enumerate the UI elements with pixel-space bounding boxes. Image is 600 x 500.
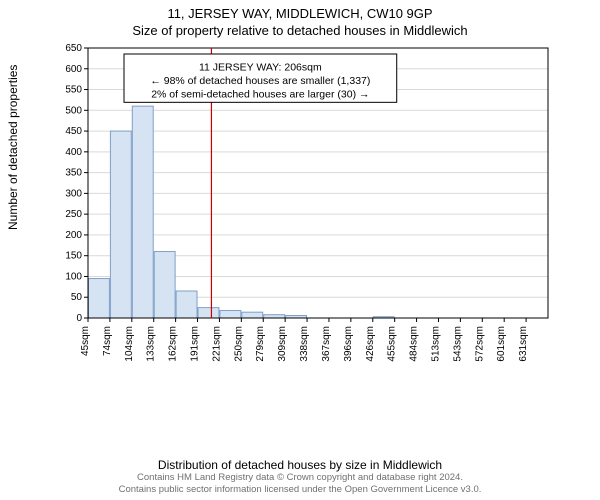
svg-text:367sqm: 367sqm: [321, 326, 332, 362]
svg-text:221sqm: 221sqm: [211, 326, 222, 362]
svg-text:650: 650: [65, 44, 82, 54]
svg-text:601sqm: 601sqm: [496, 326, 507, 362]
y-axis-label: Number of detached properties: [6, 65, 20, 230]
x-axis-label: Distribution of detached houses by size …: [0, 458, 600, 472]
svg-text:426sqm: 426sqm: [365, 326, 376, 362]
svg-text:← 98% of detached houses are s: ← 98% of detached houses are smaller (1,…: [150, 75, 370, 87]
svg-text:104sqm: 104sqm: [124, 326, 135, 362]
svg-text:100: 100: [65, 271, 82, 282]
svg-text:279sqm: 279sqm: [255, 326, 266, 362]
chart-subtitle: Size of property relative to detached ho…: [0, 21, 600, 42]
svg-text:484sqm: 484sqm: [409, 326, 420, 362]
svg-text:338sqm: 338sqm: [299, 326, 310, 362]
svg-text:200: 200: [65, 230, 82, 241]
svg-text:50: 50: [71, 292, 83, 303]
svg-text:0: 0: [76, 313, 82, 324]
svg-text:455sqm: 455sqm: [387, 326, 398, 362]
svg-text:543sqm: 543sqm: [452, 326, 463, 362]
svg-text:150: 150: [65, 251, 82, 262]
svg-text:513sqm: 513sqm: [430, 326, 441, 362]
svg-text:600: 600: [65, 64, 82, 75]
svg-text:250sqm: 250sqm: [233, 326, 244, 362]
footer-line-2: Contains public sector information licen…: [0, 484, 600, 496]
svg-text:631sqm: 631sqm: [518, 326, 529, 362]
svg-text:309sqm: 309sqm: [277, 326, 288, 362]
attribution-footer: Contains HM Land Registry data © Crown c…: [0, 472, 600, 496]
svg-text:191sqm: 191sqm: [190, 326, 201, 362]
svg-text:11 JERSEY WAY: 206sqm: 11 JERSEY WAY: 206sqm: [199, 62, 322, 74]
svg-text:162sqm: 162sqm: [168, 326, 179, 362]
svg-text:300: 300: [65, 188, 82, 199]
svg-text:450: 450: [65, 126, 82, 137]
histogram-chart: 0 50 100 150 200 250 300 350 400 450 500 550 600 650 4…: [60, 44, 580, 414]
address-title: 11, JERSEY WAY, MIDDLEWICH, CW10 9GP: [0, 0, 600, 21]
svg-text:2% of semi-detached houses are: 2% of semi-detached houses are larger (3…: [151, 88, 369, 100]
svg-text:350: 350: [65, 168, 82, 179]
svg-text:45sqm: 45sqm: [80, 326, 91, 356]
svg-text:396sqm: 396sqm: [343, 326, 354, 362]
svg-text:74sqm: 74sqm: [102, 326, 113, 356]
svg-text:400: 400: [65, 147, 82, 158]
svg-text:133sqm: 133sqm: [146, 326, 157, 362]
footer-line-1: Contains HM Land Registry data © Crown c…: [0, 472, 600, 484]
chart-area: 0 50 100 150 200 250 300 350 400 450 500 550 600 650 4…: [60, 44, 580, 414]
svg-text:550: 550: [65, 85, 82, 96]
svg-text:572sqm: 572sqm: [474, 326, 485, 362]
svg-text:500: 500: [65, 105, 82, 116]
svg-text:250: 250: [65, 209, 82, 220]
